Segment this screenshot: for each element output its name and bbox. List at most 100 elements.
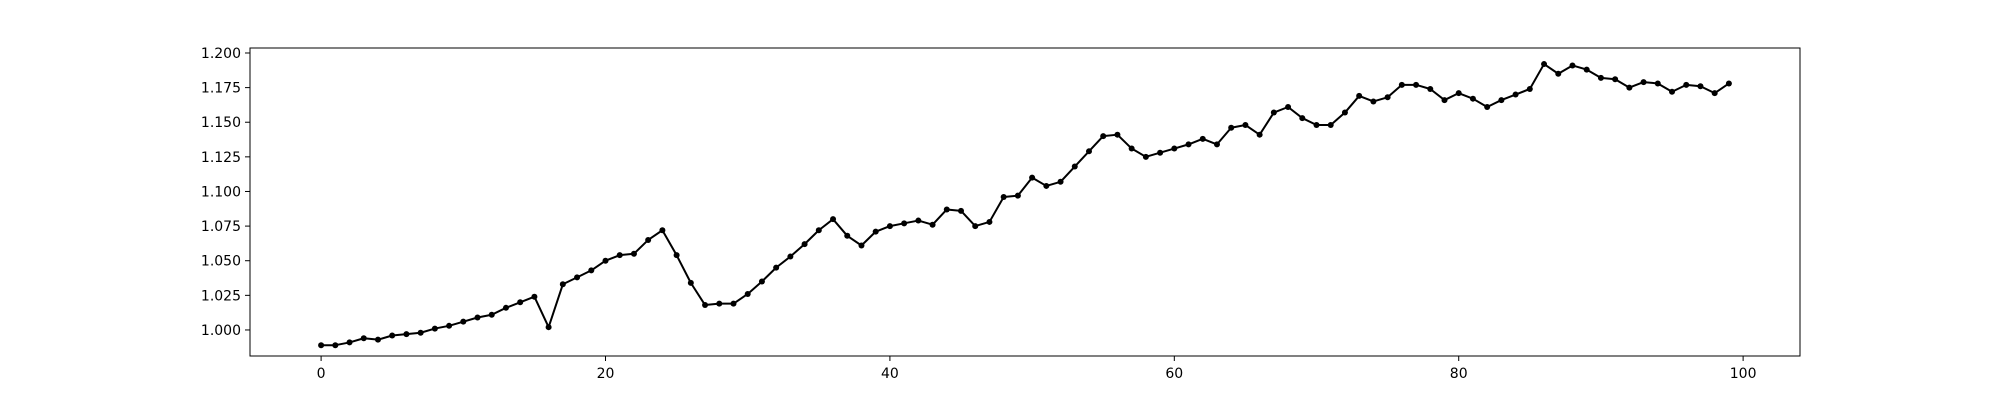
- x-tick-label: 20: [597, 366, 615, 382]
- data-point: [1683, 81, 1690, 88]
- data-point: [417, 329, 424, 336]
- series-line: [321, 63, 1730, 347]
- data-point: [517, 299, 524, 306]
- data-point: [1398, 81, 1405, 88]
- data-point: [815, 227, 822, 234]
- data-point: [1555, 70, 1562, 77]
- data-point: [673, 252, 680, 259]
- data-point: [1313, 122, 1320, 128]
- data-point: [360, 335, 367, 342]
- y-tick-label: 1.200: [201, 46, 241, 62]
- data-point: [1228, 124, 1235, 131]
- data-point: [1498, 97, 1505, 104]
- data-point: [858, 242, 865, 249]
- data-point: [630, 250, 637, 257]
- data-point: [474, 314, 481, 321]
- data-point: [1341, 109, 1348, 116]
- data-point: [830, 216, 837, 223]
- data-point: [488, 311, 495, 318]
- y-tick-label: 1.000: [201, 323, 241, 339]
- data-point: [943, 206, 950, 213]
- data-point: [1413, 81, 1420, 88]
- data-point: [1725, 80, 1732, 87]
- y-tick-label: 1.150: [201, 115, 241, 131]
- data-point: [531, 293, 538, 300]
- data-point: [616, 252, 623, 259]
- data-point: [374, 336, 381, 343]
- data-point: [758, 278, 765, 285]
- x-tick-label: 100: [1730, 366, 1757, 382]
- data-point: [389, 332, 396, 339]
- data-point: [730, 300, 737, 307]
- data-point: [545, 324, 552, 331]
- x-tick-label: 40: [881, 366, 899, 382]
- data-point: [1697, 83, 1704, 90]
- data-point: [588, 267, 595, 274]
- data-point: [1569, 62, 1576, 69]
- data-point: [1669, 88, 1676, 95]
- data-point: [687, 279, 694, 286]
- data-point: [318, 342, 325, 349]
- data-point: [901, 220, 908, 227]
- data-point: [1469, 95, 1476, 102]
- data-point: [1128, 145, 1135, 152]
- data-point: [1242, 122, 1249, 128]
- data-point: [915, 217, 922, 224]
- data-point: [1526, 85, 1533, 92]
- data-point: [1071, 163, 1078, 170]
- data-point: [1612, 76, 1619, 83]
- data-point: [1583, 66, 1590, 73]
- data-point: [403, 331, 410, 338]
- plot-area: [318, 61, 1732, 349]
- data-point: [886, 223, 893, 230]
- data-point: [1043, 182, 1050, 189]
- data-point: [986, 218, 993, 225]
- data-point: [929, 221, 936, 228]
- x-tick-label: 80: [1450, 366, 1468, 382]
- data-point: [1114, 131, 1121, 138]
- y-tick-label: 1.075: [201, 219, 241, 235]
- data-point: [1270, 109, 1277, 116]
- data-point: [431, 325, 438, 332]
- data-point: [1085, 148, 1092, 155]
- data-point: [332, 342, 339, 349]
- data-point: [1000, 194, 1007, 201]
- x-tick-label: 0: [317, 366, 326, 382]
- y-tick-label: 1.050: [201, 254, 241, 270]
- y-tick-label: 1.025: [201, 288, 241, 304]
- data-point: [1213, 141, 1220, 148]
- data-point: [1014, 192, 1021, 199]
- data-point: [559, 281, 566, 288]
- y-tick-label: 1.125: [201, 150, 241, 166]
- data-point: [744, 290, 751, 297]
- data-point: [702, 302, 709, 309]
- data-point: [1597, 74, 1604, 81]
- data-point: [659, 227, 666, 234]
- data-point: [1626, 84, 1633, 91]
- data-point: [574, 274, 581, 281]
- data-point: [773, 264, 780, 271]
- data-point: [1199, 135, 1206, 142]
- data-point: [972, 223, 979, 230]
- data-point: [844, 232, 851, 239]
- data-point: [1370, 98, 1377, 105]
- data-point: [1256, 131, 1263, 138]
- data-point: [460, 318, 467, 325]
- data-point: [1142, 153, 1149, 160]
- data-point: [1299, 115, 1306, 122]
- y-tick-label: 1.100: [201, 184, 241, 200]
- data-point: [787, 253, 794, 260]
- y-tick-label: 1.175: [201, 81, 241, 97]
- data-point: [1356, 92, 1363, 99]
- x-axis: 0 20 40 60 80 100: [317, 356, 1757, 382]
- axes-frame: [249, 47, 1801, 357]
- data-point: [645, 236, 652, 243]
- data-point: [1711, 90, 1718, 97]
- data-point: [1512, 91, 1519, 98]
- data-point: [1171, 145, 1178, 152]
- data-point: [1384, 94, 1391, 101]
- data-point: [716, 300, 723, 307]
- data-point: [1185, 141, 1192, 148]
- data-point: [1640, 79, 1647, 86]
